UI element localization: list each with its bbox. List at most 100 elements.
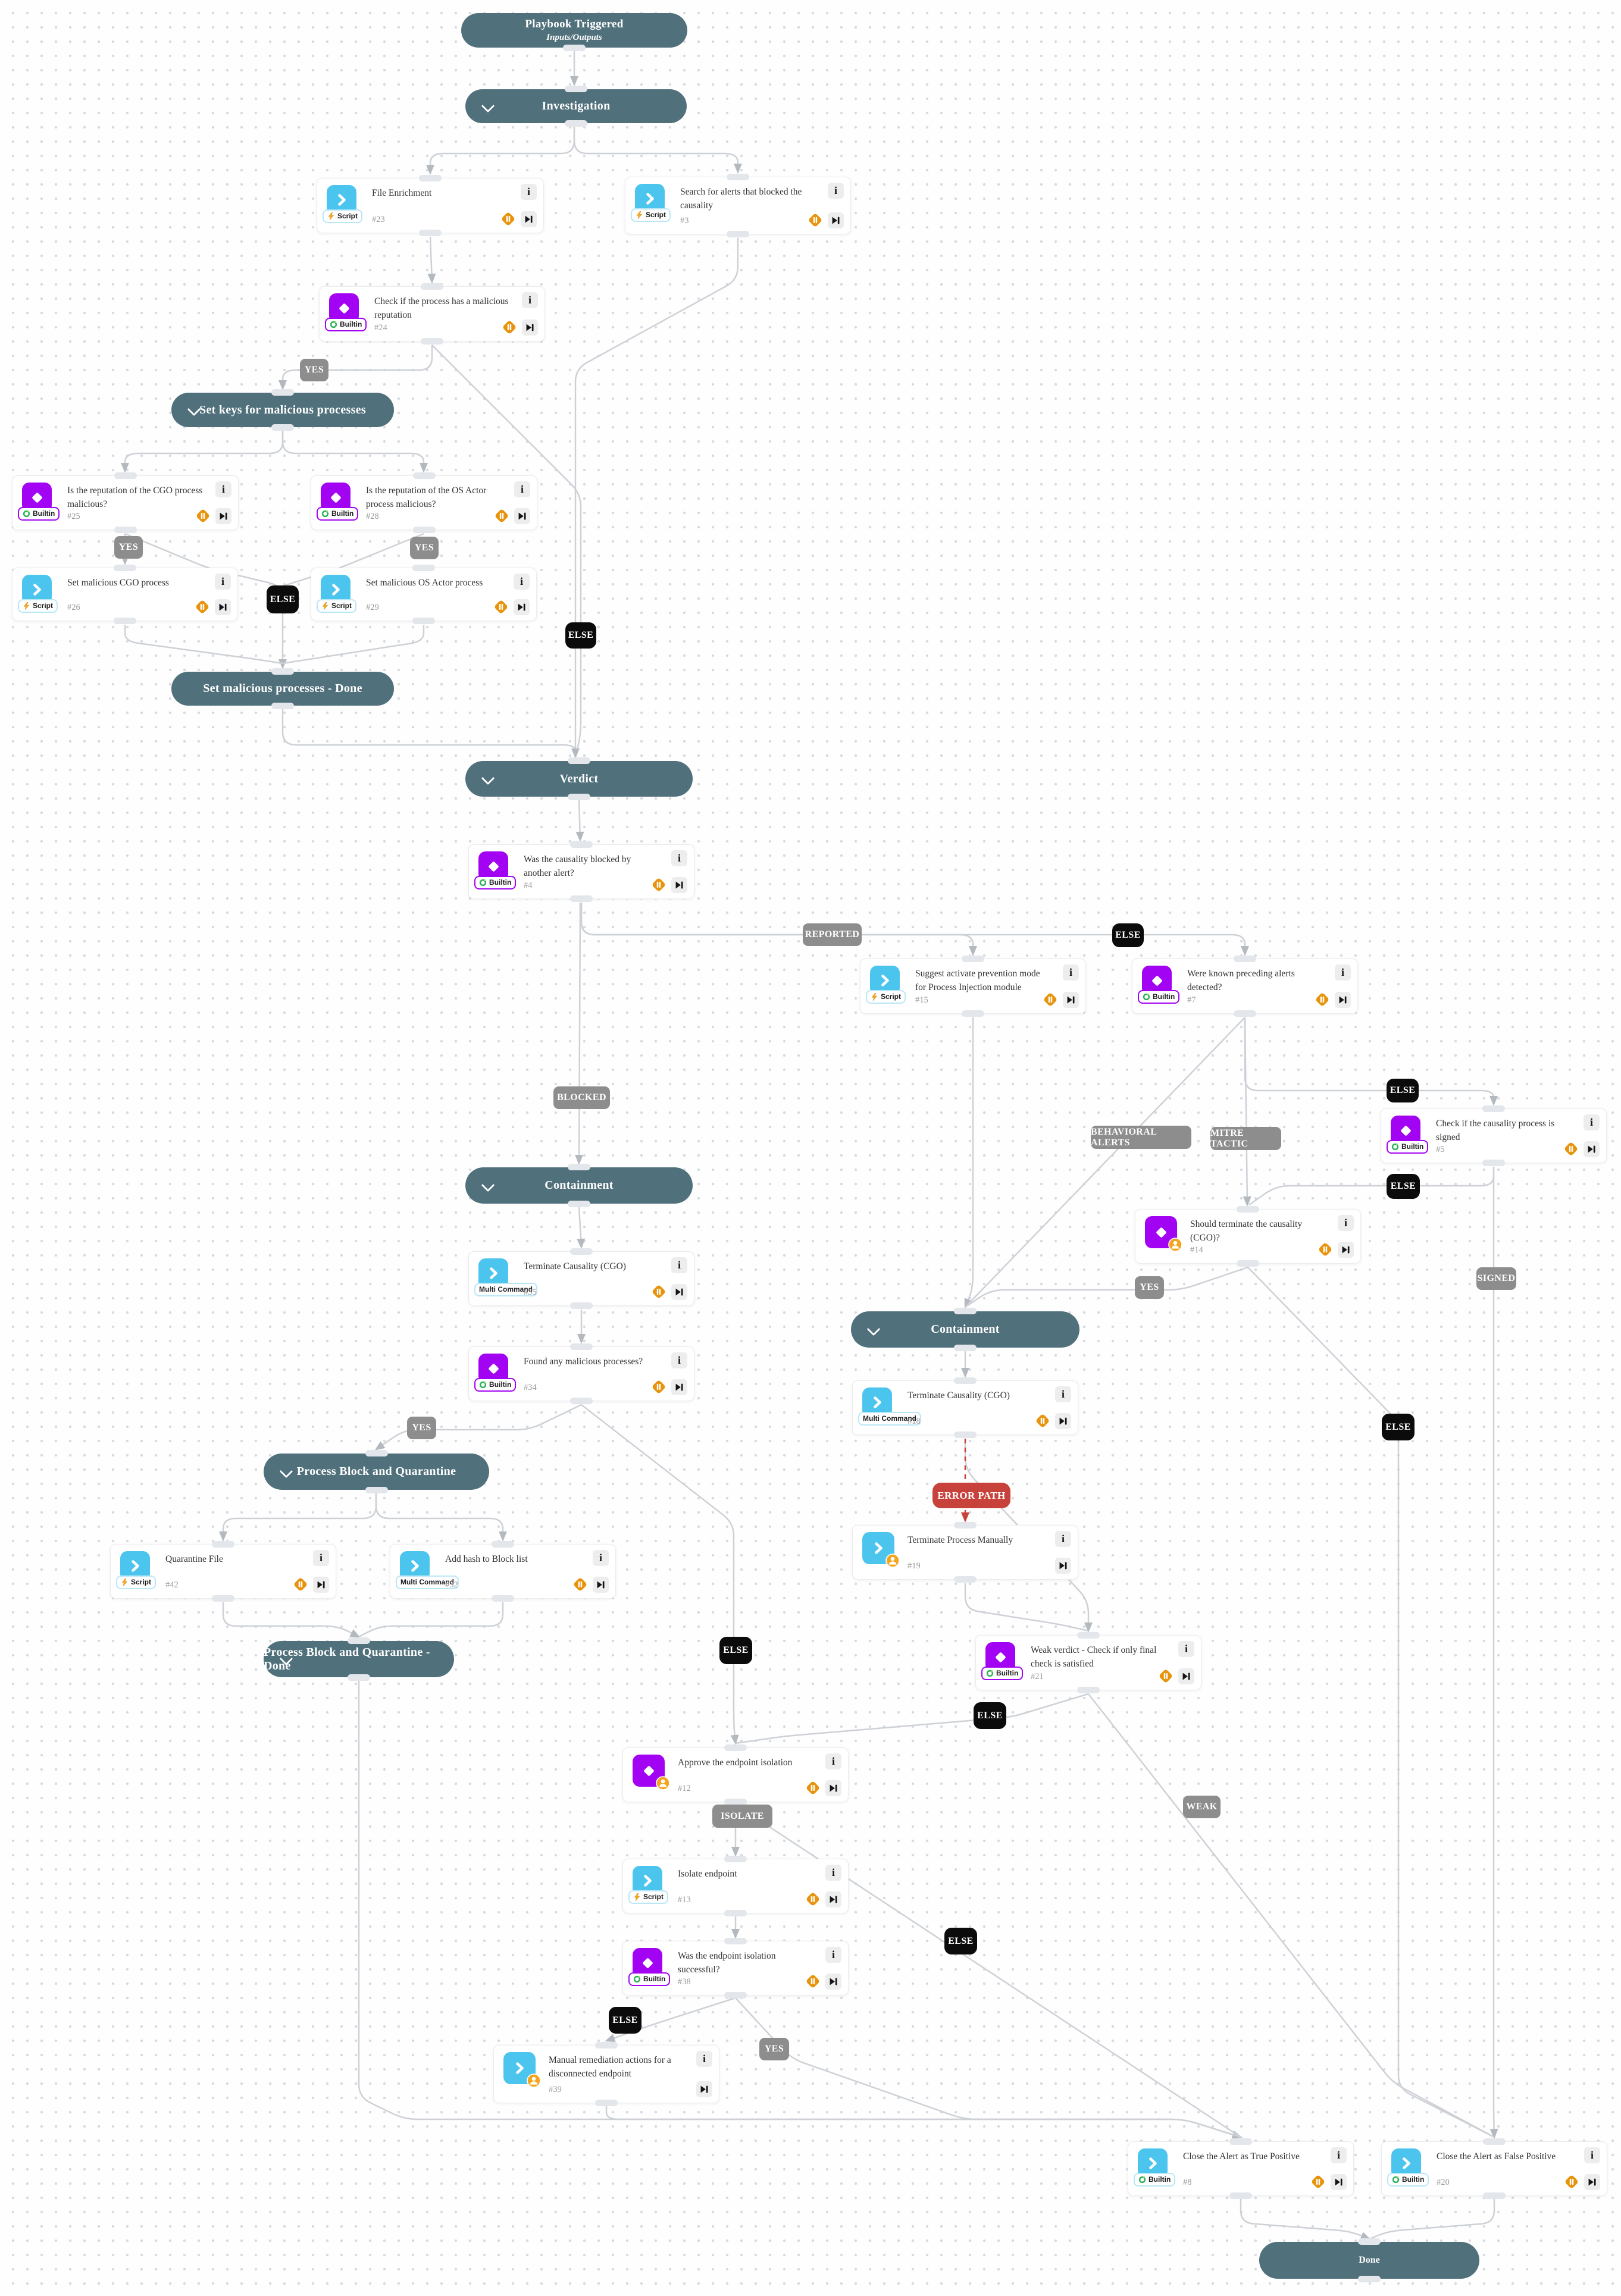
skip-icon[interactable]: [595, 1579, 606, 1590]
connector-stub[interactable]: [1358, 2238, 1381, 2245]
task-causality-signed[interactable]: Builtin Check if the causality process is…: [1381, 1105, 1607, 1166]
info-icon[interactable]: i: [313, 1550, 329, 1566]
task-suggest-prevention[interactable]: Script Suggest activate prevention mode f…: [860, 956, 1086, 1017]
connector-stub[interactable]: [962, 956, 984, 962]
connector-stub[interactable]: [271, 424, 294, 431]
connector-stub[interactable]: [954, 1377, 977, 1384]
connector-stub[interactable]: [1237, 1260, 1259, 1267]
connector-stub[interactable]: [1358, 2276, 1381, 2282]
connector-stub[interactable]: [595, 2042, 618, 2048]
connector-stub[interactable]: [271, 703, 294, 709]
quiet-mode-icon[interactable]: [571, 1575, 589, 1593]
connector-stub[interactable]: [1234, 956, 1256, 962]
connector-stub[interactable]: [570, 1302, 593, 1309]
connector-stub[interactable]: [1234, 1010, 1256, 1017]
info-icon[interactable]: i: [1335, 964, 1351, 981]
section-containment-left[interactable]: Containment: [465, 1164, 693, 1207]
task-add-hash[interactable]: Multi Command Add hash to Block list #32 i: [390, 1541, 616, 1602]
skip-icon[interactable]: [699, 2084, 710, 2095]
info-icon[interactable]: i: [1331, 2147, 1347, 2163]
connector-stub[interactable]: [348, 1674, 370, 1681]
connector-stub[interactable]: [568, 1164, 590, 1170]
connector-stub[interactable]: [271, 668, 294, 675]
skip-icon[interactable]: [674, 1286, 685, 1298]
task-weak-verdict[interactable]: Builtin Weak verdict - Check if only fina…: [975, 1632, 1201, 1693]
connector-stub[interactable]: [421, 283, 443, 290]
skip-icon[interactable]: [828, 1976, 839, 1987]
skip-icon[interactable]: [674, 1382, 685, 1393]
connector-stub[interactable]: [724, 1910, 747, 1916]
info-icon[interactable]: i: [696, 2051, 712, 2067]
connector-stub[interactable]: [365, 1487, 388, 1493]
connector-stub[interactable]: [419, 175, 442, 181]
task-file-enrichment[interactable]: Script File Enrichment #23 i: [317, 175, 544, 236]
connector-stub[interactable]: [114, 618, 136, 624]
collapse-chevron-icon[interactable]: [481, 99, 495, 112]
skip-icon[interactable]: [830, 215, 841, 226]
task-found-malicious[interactable]: Builtin Found any malicious processes? #34…: [468, 1343, 694, 1404]
quiet-mode-icon[interactable]: [650, 876, 668, 894]
info-icon[interactable]: i: [1338, 1215, 1354, 1231]
section-set-done[interactable]: Set malicious processes - Done: [171, 668, 394, 709]
quiet-mode-icon[interactable]: [1157, 1667, 1175, 1685]
quiet-mode-icon[interactable]: [1041, 991, 1059, 1008]
connector-stub[interactable]: [1237, 1206, 1259, 1213]
quiet-mode-icon[interactable]: [804, 1972, 822, 1990]
task-isolation-successful[interactable]: Builtin Was the endpoint isolation succes…: [622, 1938, 849, 1999]
skip-icon[interactable]: [1337, 994, 1348, 1006]
connector-stub[interactable]: [271, 389, 294, 396]
connector-stub[interactable]: [568, 794, 590, 800]
quiet-mode-icon[interactable]: [804, 1890, 822, 1908]
collapse-chevron-icon[interactable]: [866, 1322, 881, 1336]
connector-stub[interactable]: [954, 1522, 977, 1528]
quiet-mode-icon[interactable]: [1563, 2173, 1581, 2191]
info-icon[interactable]: i: [1178, 1641, 1194, 1657]
connector-stub[interactable]: [114, 527, 137, 533]
skip-icon[interactable]: [828, 1783, 839, 1794]
connector-stub[interactable]: [727, 174, 749, 180]
skip-icon[interactable]: [1057, 1560, 1069, 1571]
connector-stub[interactable]: [724, 1938, 747, 1944]
skip-icon[interactable]: [524, 322, 536, 333]
info-icon[interactable]: i: [671, 850, 687, 866]
task-terminate-manual[interactable]: Terminate Process Manually #19 i: [852, 1522, 1078, 1583]
task-approve-isolation[interactable]: Approve the endpoint isolation #12 i: [622, 1744, 849, 1805]
section-investigation[interactable]: Investigation: [465, 86, 687, 127]
connector-stub[interactable]: [1483, 2192, 1506, 2199]
connector-stub[interactable]: [570, 1398, 593, 1404]
end-done[interactable]: Done: [1259, 2238, 1479, 2282]
connector-stub[interactable]: [412, 472, 436, 479]
connector-stub[interactable]: [724, 1992, 747, 1999]
connector-stub[interactable]: [114, 472, 137, 479]
quiet-mode-icon[interactable]: [193, 598, 211, 616]
connector-stub[interactable]: [954, 1345, 977, 1351]
quiet-mode-icon[interactable]: [194, 507, 212, 525]
quiet-mode-icon[interactable]: [1309, 2173, 1327, 2191]
connector-stub[interactable]: [492, 1595, 514, 1602]
skip-icon[interactable]: [217, 602, 229, 613]
connector-stub[interactable]: [570, 1343, 593, 1350]
connector-stub[interactable]: [412, 565, 435, 571]
connector-stub[interactable]: [962, 1010, 984, 1017]
connector-stub[interactable]: [1483, 2138, 1506, 2145]
task-set-os[interactable]: Script Set malicious OS Actor process #29 i: [311, 565, 537, 624]
connector-stub[interactable]: [114, 565, 136, 571]
info-icon[interactable]: i: [1055, 1386, 1071, 1402]
skip-icon[interactable]: [1057, 1415, 1069, 1427]
info-icon[interactable]: i: [825, 1865, 841, 1881]
quiet-mode-icon[interactable]: [804, 1779, 822, 1797]
task-should-terminate[interactable]: Should terminate the causality (CGO)? #14…: [1135, 1206, 1361, 1267]
quiet-mode-icon[interactable]: [492, 598, 510, 616]
connector-stub[interactable]: [954, 1576, 977, 1583]
info-icon[interactable]: i: [828, 183, 844, 199]
quiet-mode-icon[interactable]: [1034, 1412, 1052, 1430]
skip-icon[interactable]: [315, 1579, 327, 1590]
task-close-true[interactable]: Builtin Close the Alert as True Positive #…: [1128, 2138, 1354, 2199]
collapse-chevron-icon[interactable]: [279, 1464, 293, 1478]
quiet-mode-icon[interactable]: [1313, 991, 1331, 1008]
connector-stub[interactable]: [212, 1595, 234, 1602]
info-icon[interactable]: i: [671, 1257, 687, 1273]
info-icon[interactable]: i: [825, 1753, 841, 1769]
quiet-mode-icon[interactable]: [493, 507, 511, 525]
task-preceding-alerts[interactable]: Builtin Were known preceding alerts detec…: [1132, 956, 1358, 1017]
